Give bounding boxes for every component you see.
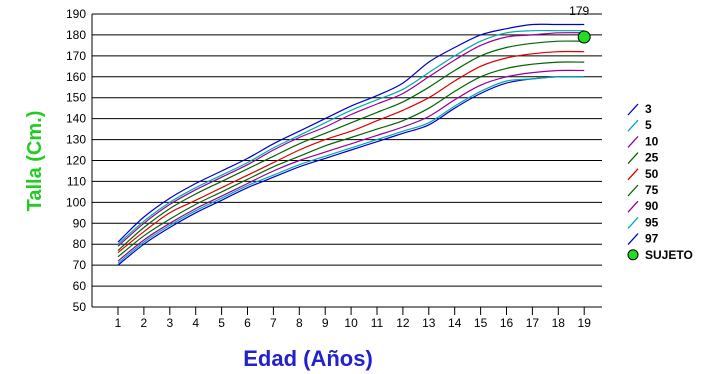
legend-swatch-p97 — [627, 233, 639, 246]
legend-label-p50: 50 — [645, 167, 659, 181]
y-tick-90: 90 — [73, 216, 87, 230]
x-tick-2: 2 — [141, 316, 148, 330]
x-tick-12: 12 — [396, 316, 410, 330]
chart-axes — [91, 14, 602, 308]
legend-label-p5: 5 — [645, 118, 652, 132]
series-line-p75 — [117, 40, 585, 251]
x-tick-16: 16 — [500, 316, 514, 330]
y-tick-labels: 50 60 70 80 90 100 110 120 130 140 150 160 170 180 190 — [66, 7, 86, 314]
x-tick-7: 7 — [270, 316, 277, 330]
legend: 3 5 10 25 50 75 90 95 97 SUJETO — [627, 102, 693, 262]
y-tick-100: 100 — [66, 195, 86, 209]
legend-label-p95: 95 — [645, 215, 659, 229]
legend-swatch-p95 — [627, 216, 639, 229]
x-tick-18: 18 — [552, 316, 566, 330]
x-tick-14: 14 — [448, 316, 462, 330]
legend-label-p3: 3 — [645, 102, 652, 116]
legend-label-p75: 75 — [645, 183, 659, 197]
y-tick-60: 60 — [73, 279, 87, 293]
legend-swatch-p3 — [627, 103, 639, 116]
legend-swatch-p25 — [627, 152, 639, 165]
x-axis-label: Edad (Años) — [243, 346, 373, 371]
y-tick-70: 70 — [73, 258, 87, 272]
x-tick-11: 11 — [371, 316, 384, 330]
y-tick-170: 170 — [66, 49, 86, 63]
x-tick-8: 8 — [296, 316, 303, 330]
legend-label-p10: 10 — [645, 134, 659, 148]
legend-swatch-p75 — [627, 184, 639, 197]
legend-label-subject: SUJETO — [645, 248, 693, 262]
x-tick-4: 4 — [192, 316, 199, 330]
series-line-p97 — [117, 23, 585, 243]
legend-label-p97: 97 — [645, 232, 659, 246]
x-tick-1: 1 — [115, 316, 122, 330]
y-tick-160: 160 — [66, 70, 86, 84]
series-line-p25 — [117, 61, 585, 258]
y-tick-190: 190 — [66, 7, 86, 21]
subject-marker-group: 179 — [569, 4, 591, 44]
legend-swatch-p10 — [627, 135, 639, 148]
x-tick-19: 19 — [578, 316, 592, 330]
y-tick-130: 130 — [66, 133, 86, 147]
y-tick-50: 50 — [73, 300, 87, 314]
series-line-p3 — [117, 76, 585, 266]
x-tick-10: 10 — [344, 316, 358, 330]
y-tick-150: 150 — [66, 91, 86, 105]
subject-marker — [577, 30, 591, 44]
legend-swatch-p90 — [627, 200, 639, 213]
x-tick-13: 13 — [422, 316, 436, 330]
x-tick-9: 9 — [322, 316, 329, 330]
series-line-p50 — [117, 50, 585, 254]
x-tick-5: 5 — [218, 316, 225, 330]
x-tick-6: 6 — [244, 316, 251, 330]
legend-swatch-subject — [627, 249, 639, 261]
grid-lines — [92, 13, 602, 308]
y-tick-140: 140 — [66, 112, 86, 126]
series-line-p95 — [117, 29, 585, 245]
x-tick-3: 3 — [166, 316, 173, 330]
x-tick-17: 17 — [526, 316, 540, 330]
x-tick-15: 15 — [474, 316, 488, 330]
x-tick-labels: 1 2 3 4 5 6 7 8 9 10 11 12 13 14 15 16 17 18 19 — [115, 307, 592, 330]
series-line-p5 — [117, 76, 585, 264]
legend-label-p90: 90 — [645, 199, 659, 213]
legend-swatch-p5 — [627, 119, 639, 132]
y-tick-180: 180 — [66, 28, 86, 42]
y-tick-110: 110 — [67, 174, 86, 188]
y-tick-120: 120 — [66, 154, 86, 168]
legend-swatch-p50 — [627, 168, 639, 181]
subject-value-label: 179 — [569, 4, 589, 18]
percentile-lines — [117, 23, 585, 266]
legend-label-p25: 25 — [645, 151, 659, 165]
y-tick-80: 80 — [73, 237, 87, 251]
y-axis-label: Talla (Cm.) — [24, 111, 46, 212]
series-line-p90 — [117, 32, 585, 247]
series-line-p10 — [117, 69, 585, 262]
